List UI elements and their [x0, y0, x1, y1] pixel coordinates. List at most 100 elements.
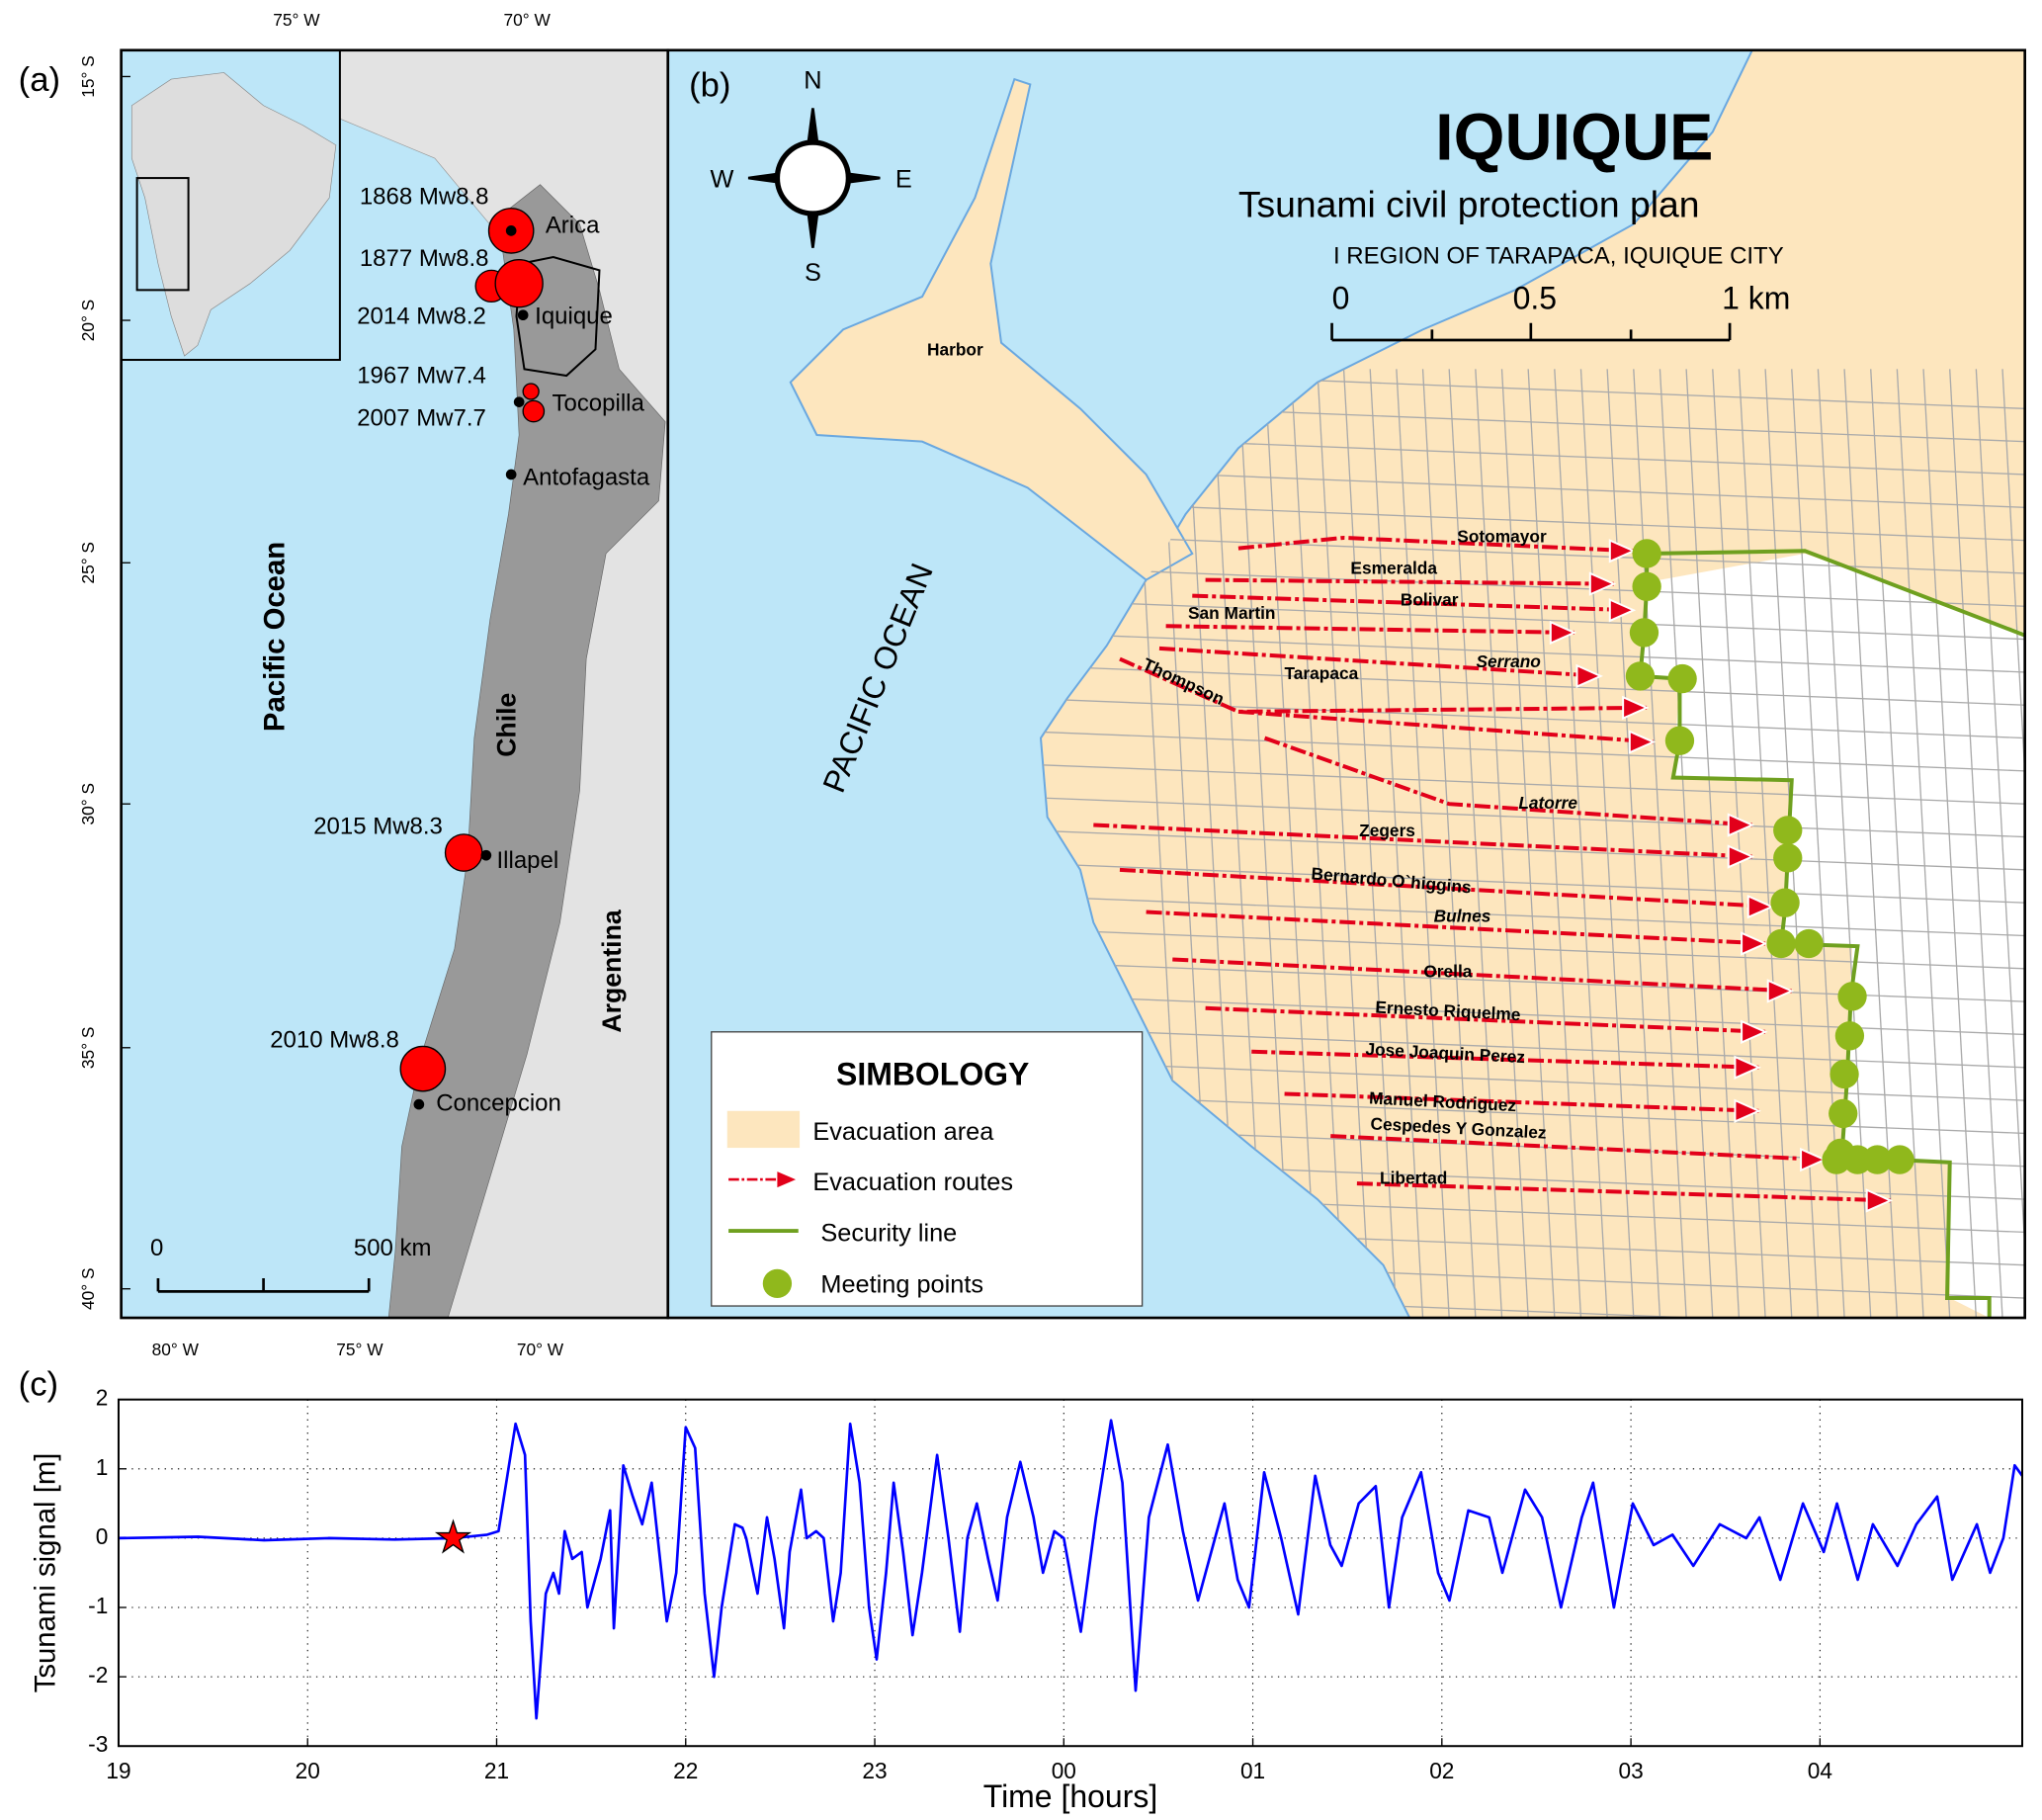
street — [1949, 369, 2003, 1319]
legend-item: Meeting points — [820, 1271, 983, 1299]
street — [1040, 895, 2025, 937]
y-tick-label: -1 — [88, 1593, 108, 1618]
street — [1040, 533, 2025, 574]
street-label: Esmeralda — [1350, 559, 1437, 578]
meeting-point — [1632, 539, 1661, 568]
legend-item: Evacuation area — [812, 1118, 994, 1146]
legend-swatch — [777, 1171, 797, 1188]
y-tick-label: 2 — [96, 1385, 109, 1411]
street — [1040, 928, 2025, 970]
frame-b — [666, 48, 2027, 1320]
route-arrow — [1766, 979, 1795, 1003]
earthquake-label: 2015 Mw8.3 — [313, 814, 443, 840]
x-tick-label: 21 — [484, 1758, 509, 1783]
route — [1284, 1091, 1759, 1113]
route — [1205, 577, 1614, 586]
street — [1040, 1027, 2025, 1069]
street-label: Orella — [1423, 961, 1472, 981]
scale-label: 0 — [1332, 280, 1350, 315]
route-arrow — [1588, 571, 1617, 596]
route — [1119, 867, 1772, 910]
legend-item: Evacuation routes — [812, 1169, 1013, 1196]
route-arrow — [1608, 598, 1637, 623]
ocean-label: Pacific Ocean — [259, 542, 292, 732]
street — [1040, 565, 2025, 607]
lat-tick: 40° S — [78, 1267, 98, 1310]
panel-label: (c) — [19, 1366, 58, 1404]
x-tick-label: 02 — [1429, 1758, 1454, 1783]
meeting-points — [1625, 539, 1914, 1174]
city-dot — [513, 396, 525, 407]
x-tick-label: 23 — [862, 1758, 887, 1783]
scale-label: 500 km — [354, 1235, 432, 1261]
earthquake-label: 1868 Mw8.8 — [360, 183, 489, 210]
route-arrow — [1575, 663, 1603, 689]
route — [1158, 646, 1601, 678]
street — [1369, 369, 1424, 1319]
city-label: Iquique — [535, 303, 613, 330]
meeting-point — [1834, 1021, 1865, 1051]
street — [1579, 369, 1635, 1319]
meeting-point — [1773, 843, 1803, 873]
street — [1527, 369, 1582, 1319]
meeting-point — [1629, 618, 1659, 648]
street — [1040, 632, 2025, 673]
earthquake-label: 2014 Mw8.2 — [357, 303, 486, 330]
route-arrow — [1865, 1188, 1894, 1213]
compass — [747, 108, 881, 248]
map-b — [667, 49, 2025, 1319]
quake — [522, 399, 546, 423]
street — [1040, 598, 2025, 641]
chile — [387, 184, 666, 1319]
route — [1356, 1181, 1891, 1203]
quake — [494, 259, 544, 308]
route-arrow — [1622, 695, 1650, 721]
street — [1040, 829, 2025, 871]
x-tick-label: 22 — [673, 1758, 698, 1783]
city-label: Arica — [546, 213, 600, 239]
compass-label: S — [805, 259, 821, 287]
street-label: San Martin — [1188, 603, 1276, 623]
street — [1040, 697, 2025, 739]
inset-land — [130, 72, 337, 357]
region-outline — [515, 256, 601, 378]
y-axis-title: Tsunami signal [m] — [30, 1453, 62, 1693]
legend-item: Security line — [820, 1220, 957, 1248]
meeting-point — [1625, 661, 1656, 691]
street-label: Tarapaca — [1285, 663, 1359, 683]
compass-label: N — [804, 66, 821, 94]
x-tick-label: 19 — [106, 1758, 130, 1783]
routes — [1093, 535, 1894, 1213]
street — [1606, 369, 1661, 1319]
scale-label: 0 — [150, 1235, 163, 1261]
street — [1396, 369, 1450, 1319]
scale-label: 1 km — [1722, 280, 1790, 315]
route — [1263, 736, 1752, 827]
earthquake-label: 1877 Mw8.8 — [360, 245, 489, 272]
meeting-point — [1837, 982, 1867, 1011]
x-tick-label: 04 — [1808, 1758, 1832, 1783]
earthquake-label: 2010 Mw8.8 — [270, 1026, 399, 1053]
route — [1119, 656, 1648, 714]
street — [1040, 763, 2025, 805]
harbor-area — [789, 77, 1194, 581]
map-subtitle: Tsunami civil protection plan — [1238, 183, 1700, 224]
street — [1290, 369, 1345, 1319]
street-label: Bulnes — [1434, 906, 1491, 925]
meeting-point — [1667, 663, 1697, 694]
route-arrow — [1741, 1019, 1768, 1044]
panel-label: (b) — [689, 66, 730, 104]
route-arrow — [1549, 620, 1577, 646]
street-label: Libertad — [1380, 1169, 1447, 1188]
route — [1146, 910, 1766, 946]
street — [2001, 369, 2025, 1319]
meeting-point — [1829, 1098, 1858, 1129]
meeting-point — [1773, 816, 1803, 845]
security-line — [1647, 549, 2025, 638]
street-label: Sotomayor — [1457, 527, 1547, 547]
earthquake-label: 1967 Mw7.4 — [357, 363, 486, 390]
street — [1237, 369, 1292, 1319]
y-tick-label: -3 — [88, 1731, 108, 1757]
route — [1172, 957, 1792, 994]
street-label: Serrano — [1476, 651, 1541, 671]
